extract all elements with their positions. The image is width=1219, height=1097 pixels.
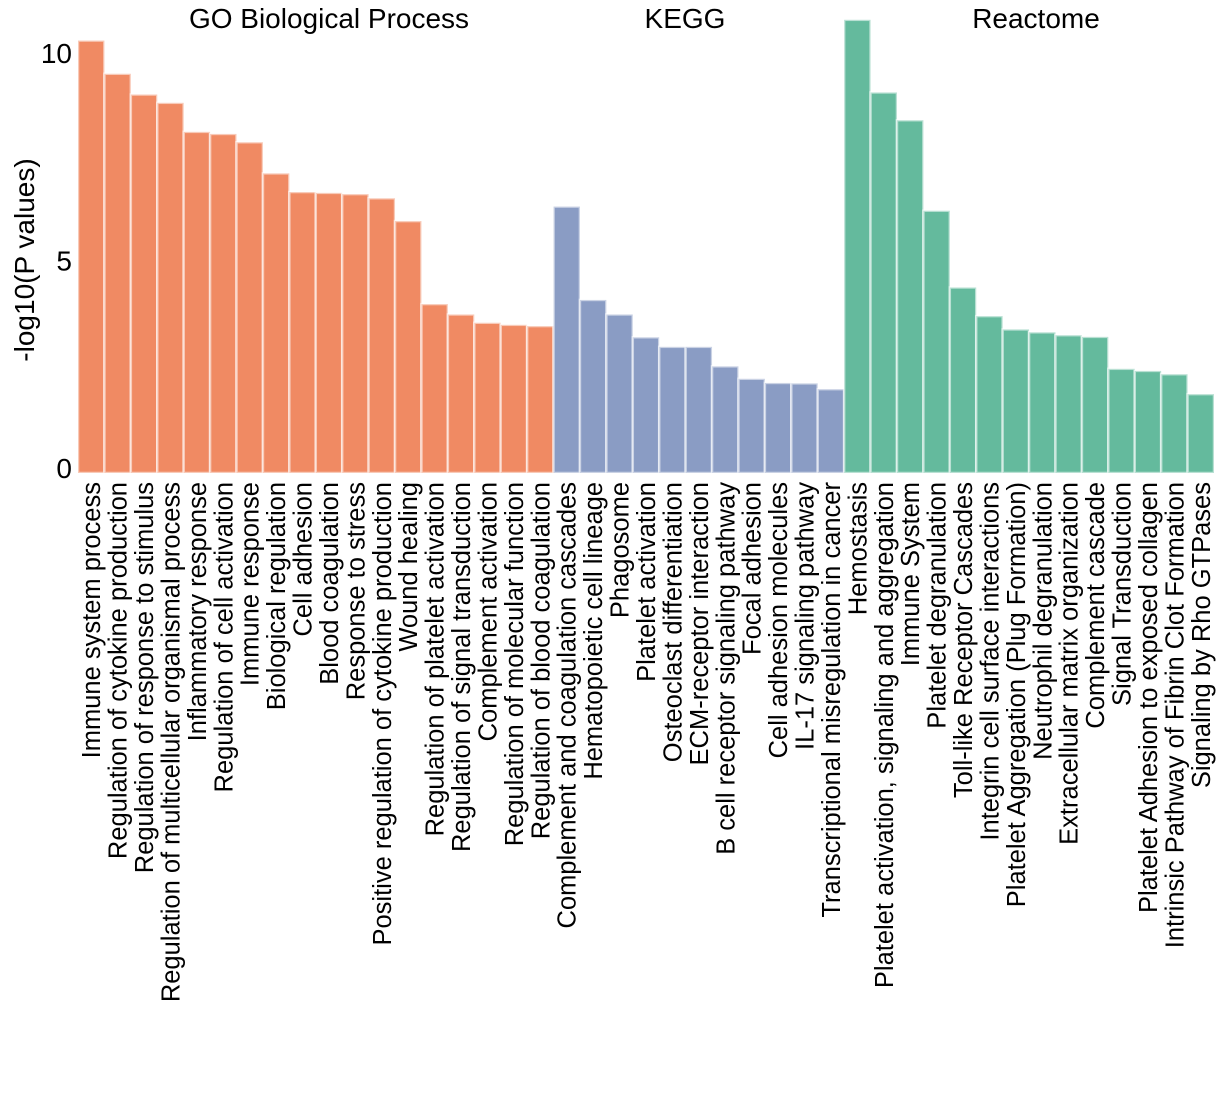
x-tick-label: Phagosome <box>607 482 635 618</box>
x-tick-label: ECM-receptor interaction <box>686 482 714 765</box>
bar <box>790 382 819 475</box>
bar <box>974 314 1004 475</box>
x-tick-label: Complement activation <box>474 482 502 741</box>
x-tick-label: IL-17 signaling pathway <box>792 482 820 750</box>
bar <box>710 365 740 475</box>
bar <box>684 345 714 475</box>
group-title-go: GO Biological Process <box>189 3 469 34</box>
bar <box>103 72 133 475</box>
x-tick-label: Regulation of cytokine production <box>105 482 133 859</box>
x-tick-label: Response to stress <box>342 482 370 700</box>
bar <box>156 101 185 475</box>
group-title-reactome: Reactome <box>972 3 1100 34</box>
x-tick-label: Platelet activation, signaling and aggre… <box>871 482 899 988</box>
x-tick-label: Toll-like Receptor Cascades <box>950 482 978 798</box>
x-tick-label: Platelet Adhesion to exposed collagen <box>1135 482 1163 913</box>
bar <box>473 321 502 475</box>
x-tick-label: Signal Transduction <box>1109 482 1137 706</box>
x-tick-label: Platelet activation <box>633 482 661 682</box>
x-tick-label: Extracellular matrix organization <box>1056 482 1084 845</box>
bar <box>842 18 872 475</box>
bar <box>737 377 767 475</box>
x-tick-label: Blood coagulation <box>316 482 344 685</box>
y-tick-label: 5 <box>56 246 72 277</box>
x-tick-label: Intrinsic Pathway of Fibrin Clot Formati… <box>1161 482 1189 948</box>
x-tick-label: Regulation of molecular function <box>501 482 529 846</box>
x-tick-label: Immune response <box>237 482 265 686</box>
x-tick-label: Biological regulation <box>263 482 291 710</box>
bar <box>1107 367 1136 475</box>
group-title-kegg: KEGG <box>645 3 726 34</box>
x-tick-label: Cell adhesion molecules <box>765 482 793 758</box>
bar <box>657 345 687 475</box>
x-tick-label: Regulation of multicellular organismal p… <box>157 482 185 1002</box>
bar <box>631 336 661 475</box>
y-tick-label: 0 <box>56 453 72 484</box>
bar <box>816 387 846 475</box>
x-tick-label: Immune system process <box>78 482 106 758</box>
bar <box>895 118 925 475</box>
bar <box>1133 369 1163 475</box>
bar <box>1054 333 1084 475</box>
x-tick-label: Platelet degranulation <box>924 482 952 729</box>
x-tick-label: Integrin cell surface interactions <box>976 482 1004 841</box>
bar <box>1027 331 1057 475</box>
x-tick-label: B cell receptor signaling pathway <box>712 482 740 855</box>
bar <box>367 197 397 475</box>
bar <box>525 324 555 475</box>
bar <box>314 191 344 475</box>
bar <box>261 172 291 475</box>
bar <box>420 302 450 475</box>
bar <box>393 219 423 475</box>
x-tick-label: Inflammatory response <box>184 482 212 741</box>
bar <box>446 313 476 475</box>
x-tick-label: Osteoclast differentiation <box>659 482 687 762</box>
bar <box>1159 372 1189 475</box>
x-tick-label: Positive regulation of cytokine producti… <box>369 482 397 946</box>
x-tick-label: Immune System <box>897 482 925 666</box>
x-tick-label: Regulation of blood coagulation <box>527 482 555 839</box>
x-tick-label: Regulation of platelet activation <box>422 482 450 836</box>
x-tick-label: Regulation of cell activation <box>210 482 238 792</box>
bar <box>948 286 978 475</box>
bar <box>1080 335 1110 475</box>
x-tick-label: Hemostasis <box>844 482 872 615</box>
x-tick-label: Neutrophil degranulation <box>1029 482 1057 760</box>
y-tick-label: 10 <box>41 38 72 69</box>
bar <box>763 381 793 475</box>
bar <box>499 323 529 475</box>
bar <box>1186 392 1216 475</box>
x-tick-label: Platelet Aggregation (Plug Formation) <box>1003 482 1031 907</box>
bar <box>182 130 212 475</box>
bar <box>129 93 159 475</box>
bar <box>922 209 952 475</box>
bar <box>76 39 106 475</box>
x-tick-label: Regulation of response to stimulus <box>131 482 159 873</box>
y-axis-label: -log10(P values) <box>9 158 40 361</box>
bar <box>552 205 582 475</box>
x-tick-label: Complement and coagulation cascades <box>554 482 582 929</box>
bar <box>340 192 370 475</box>
y-axis: 0 5 10 -log10(P values) <box>9 38 72 484</box>
x-tick-label: Signaling by Rho GTPases <box>1188 482 1216 788</box>
bar <box>288 190 318 475</box>
x-tick-label: Focal adhesion <box>739 482 767 655</box>
bar <box>605 313 635 475</box>
x-tick-label: Cell adhesion <box>290 482 318 637</box>
group-titles: GO Biological Process KEGG Reactome <box>189 3 1100 34</box>
bar <box>578 298 608 475</box>
x-tick-label: Hematopoietic cell lineage <box>580 482 608 780</box>
bar <box>1001 328 1031 475</box>
x-tick-label: Transcriptional misregulation in cancer <box>818 482 846 918</box>
x-tick-label: Regulation of signal transduction <box>448 482 476 852</box>
bars-layer <box>76 18 1216 475</box>
bar <box>869 91 899 475</box>
bar <box>235 140 265 475</box>
x-tick-label: Complement cascade <box>1082 482 1110 729</box>
bar <box>208 132 238 475</box>
x-tick-label: Wound healing <box>395 482 423 652</box>
